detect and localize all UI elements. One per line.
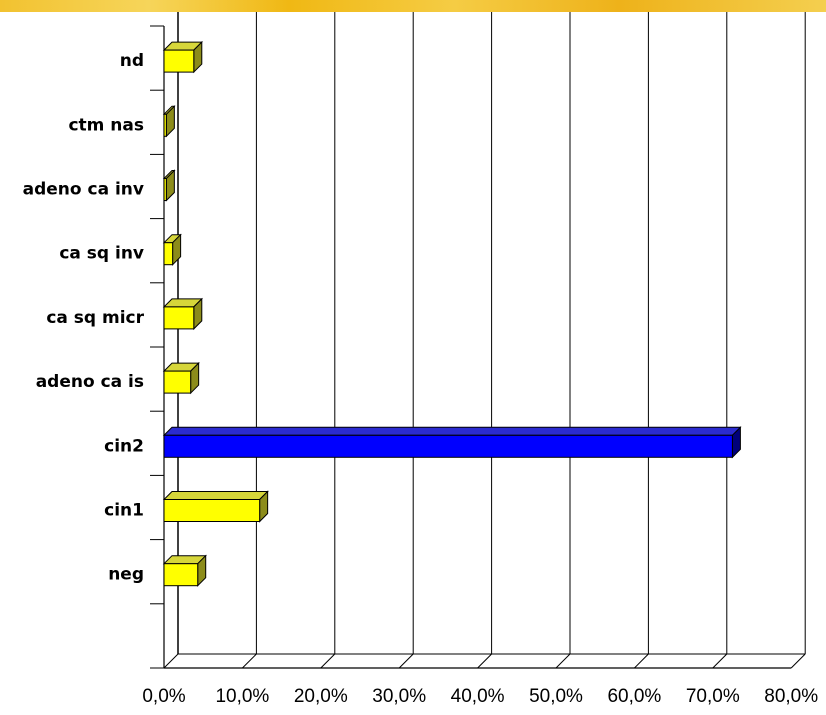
bar-adeno-ca-is: [163, 370, 192, 394]
category-label: adeno ca inv: [23, 180, 144, 200]
x-tick-label: 50,0%: [529, 686, 583, 707]
floor-diagonal: [790, 653, 806, 669]
bar-ca-sq-inv: [163, 242, 174, 266]
x-tick-label: 0,0%: [142, 686, 185, 707]
x-tick-label: 40,0%: [451, 686, 505, 707]
floor-diagonal: [634, 653, 649, 669]
floor-diagonal: [477, 653, 492, 669]
floor-diagonal: [320, 653, 336, 669]
bar-cin1: [163, 499, 261, 522]
bar-adeno-ca-inv: [163, 178, 167, 201]
floor-diagonal: [712, 653, 728, 669]
bar-ca-sq-micr: [163, 306, 195, 330]
x-tick-label: 80,0%: [764, 686, 818, 707]
bar-top-cin2: [162, 426, 742, 436]
category-label: neg: [108, 565, 144, 585]
x-tick-label: 30,0%: [372, 686, 426, 707]
decorative-top-strip: [0, 0, 826, 12]
category-label: adeno ca is: [36, 372, 144, 392]
floor-diagonal: [555, 653, 571, 669]
category-label: ca sq micr: [46, 308, 144, 328]
floor-diagonal: [398, 653, 414, 669]
x-tick-label: 60,0%: [607, 686, 661, 707]
bar-nd: [163, 49, 195, 73]
category-label: ctm nas: [68, 115, 144, 135]
floor-diagonal: [242, 653, 257, 669]
bar-neg: [163, 563, 199, 587]
category-label: ca sq inv: [59, 244, 144, 264]
category-label: cin2: [104, 436, 144, 456]
category-label: cin1: [104, 501, 144, 521]
bar-ctm-nas: [163, 113, 167, 137]
floor-diagonal: [163, 653, 179, 669]
x-tick-label: 10,0%: [215, 686, 269, 707]
x-tick-label: 70,0%: [686, 686, 740, 707]
category-label: nd: [120, 51, 144, 71]
x-tick-label: 20,0%: [294, 686, 348, 707]
bar-top-cin1: [162, 491, 269, 500]
bar-cin2: [163, 434, 733, 458]
